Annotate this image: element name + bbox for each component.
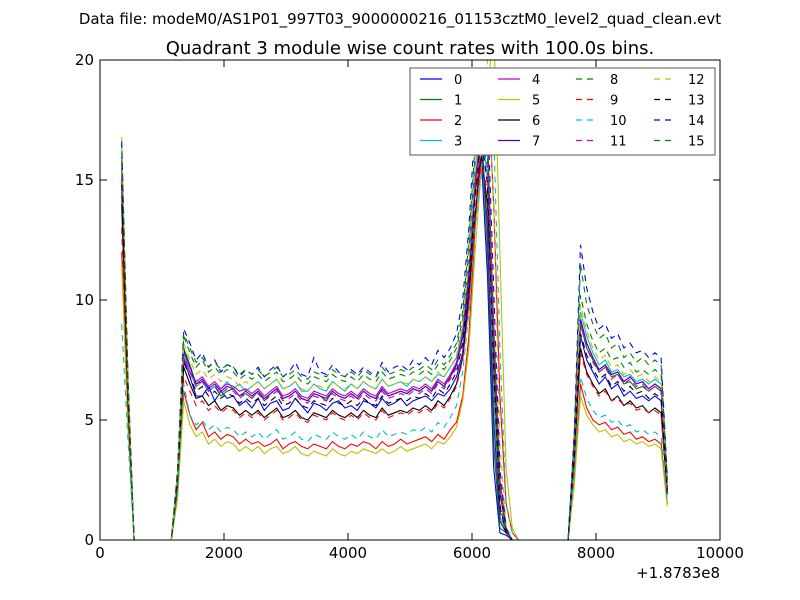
legend-label-12: 12 <box>688 73 705 88</box>
legend-label-13: 13 <box>688 94 705 109</box>
series-line-7 <box>121 131 668 540</box>
series-line-15 <box>121 95 668 540</box>
legend-label-4: 4 <box>532 73 540 88</box>
x-tick-label: 8000 <box>577 544 615 562</box>
legend-label-2: 2 <box>454 114 462 129</box>
x-tick-label: 2000 <box>205 544 243 562</box>
legend-label-14: 14 <box>688 114 705 129</box>
series-line-1 <box>121 131 668 540</box>
series-line-10 <box>121 95 668 540</box>
legend-label-5: 5 <box>532 94 540 109</box>
series-line-14 <box>121 83 668 540</box>
x-axis: 0 2000 4000 6000 8000 10000 <box>95 60 744 562</box>
x-tick-label: 4000 <box>329 544 367 562</box>
legend-label-3: 3 <box>454 135 462 150</box>
series-line-12 <box>121 60 668 540</box>
y-tick-label: 15 <box>75 171 94 189</box>
x-offset-label: +1.8783e8 <box>636 564 720 582</box>
y-tick-label: 5 <box>84 411 94 429</box>
legend-label-15: 15 <box>688 135 705 150</box>
legend-label-0: 0 <box>454 73 462 88</box>
legend-box <box>409 67 716 156</box>
series-line-5 <box>121 60 668 540</box>
chart-title: Quadrant 3 module wise count rates with … <box>166 38 655 59</box>
legend-label-10: 10 <box>610 114 627 129</box>
y-tick-label: 20 <box>75 51 94 69</box>
legend-label-9: 9 <box>610 94 618 109</box>
x-tick-label: 6000 <box>453 544 491 562</box>
legend-label-1: 1 <box>454 94 462 109</box>
suptitle: Data file: modeM0/AS1P01_997T03_90000002… <box>79 10 721 29</box>
x-tick-label: 0 <box>95 544 105 562</box>
x-tick-label: 10000 <box>696 544 744 562</box>
legend-label-7: 7 <box>532 135 540 150</box>
series-line-8 <box>121 107 668 540</box>
y-tick-label: 0 <box>84 531 94 549</box>
series-line-6 <box>121 155 668 540</box>
legend-label-11: 11 <box>610 135 627 150</box>
series-line-3 <box>121 119 668 540</box>
series-line-0 <box>121 155 668 540</box>
series-layer <box>121 60 668 540</box>
series-line-9 <box>121 160 668 540</box>
y-tick-label: 10 <box>75 291 94 309</box>
legend-label-8: 8 <box>610 73 618 88</box>
legend-label-6: 6 <box>532 114 540 129</box>
series-line-4 <box>121 127 668 540</box>
